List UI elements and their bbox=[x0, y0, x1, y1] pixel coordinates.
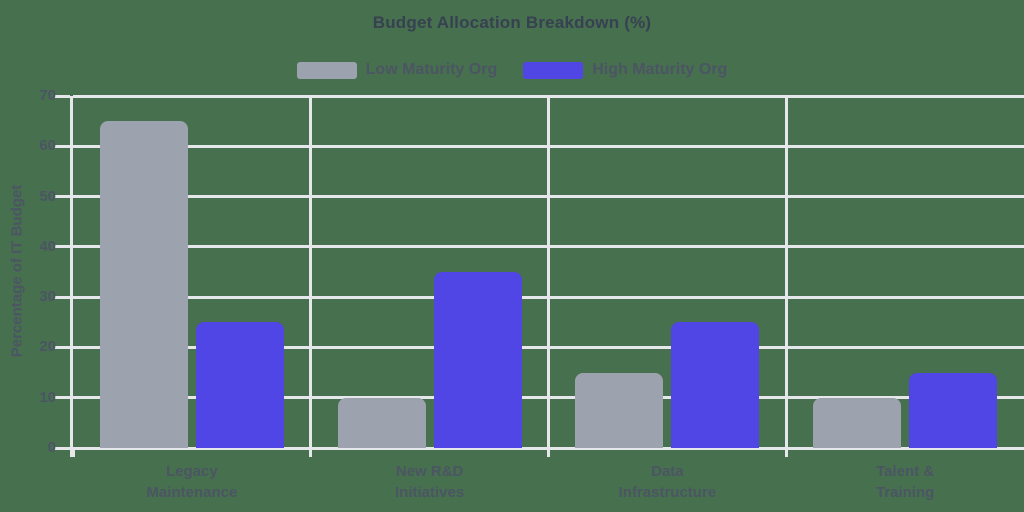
y-axis-tick bbox=[54, 245, 70, 249]
legend-swatch-low-maturity bbox=[296, 61, 357, 79]
x-axis-tick bbox=[784, 448, 788, 457]
chart-title: Budget Allocation Breakdown (%) bbox=[372, 13, 652, 32]
legend-item-high-maturity[interactable]: High Maturity Org bbox=[523, 61, 727, 79]
legend-label: Low Maturity Org bbox=[365, 61, 498, 78]
x-axis-label: New R&D Initiatives bbox=[395, 463, 465, 501]
legend: Low Maturity Org High Maturity Org bbox=[0, 61, 1024, 79]
x-axis-tick bbox=[309, 448, 313, 457]
bar-high-maturity-org-1[interactable] bbox=[195, 322, 284, 448]
y-tick-label: 10 bbox=[39, 388, 56, 406]
category-group-1 bbox=[73, 96, 311, 448]
x-axis-label: Data Infrastructure bbox=[618, 463, 717, 501]
bar-high-maturity-org-3[interactable] bbox=[671, 322, 760, 448]
y-tick-label: 60 bbox=[39, 137, 56, 155]
x-axis-label: Talent & Training bbox=[875, 463, 935, 501]
x-axis-tick bbox=[547, 448, 550, 457]
gridline-vertical bbox=[309, 96, 313, 448]
bar-high-maturity-org-2[interactable] bbox=[433, 272, 522, 448]
gridline-vertical bbox=[547, 96, 550, 448]
y-axis-tick bbox=[54, 446, 70, 450]
bar-low-maturity-org-4[interactable] bbox=[813, 397, 902, 448]
bar-low-maturity-org-2[interactable] bbox=[337, 397, 426, 448]
y-tick-label: 70 bbox=[39, 87, 56, 104]
y-tick-label: 50 bbox=[39, 187, 56, 205]
x-axis-labels: Legacy Maintenance New R&D Initiatives Dat… bbox=[73, 461, 1024, 503]
plot-area bbox=[54, 94, 1024, 457]
gridline-vertical bbox=[784, 96, 788, 448]
bars-container bbox=[73, 96, 1024, 448]
y-tick-label: 40 bbox=[39, 237, 56, 255]
y-axis-tick bbox=[54, 195, 70, 199]
category-group-4 bbox=[786, 96, 1024, 448]
legend-label: High Maturity Org bbox=[592, 61, 728, 78]
y-tick-label: 0 bbox=[47, 439, 56, 456]
category-group-2 bbox=[311, 96, 549, 448]
x-axis-tick bbox=[71, 448, 75, 457]
y-axis-line bbox=[70, 96, 73, 457]
bar-high-maturity-org-4[interactable] bbox=[909, 372, 998, 448]
y-axis-title: Percentage of IT Budget bbox=[8, 184, 26, 358]
legend-swatch-high-maturity bbox=[523, 61, 584, 79]
y-axis-tick bbox=[54, 295, 70, 299]
y-axis-tick bbox=[54, 396, 70, 400]
legend-item-low-maturity[interactable]: Low Maturity Org bbox=[296, 61, 498, 79]
category-group-3 bbox=[549, 96, 787, 448]
bar-low-maturity-org-3[interactable] bbox=[575, 372, 664, 448]
y-axis-tick bbox=[54, 345, 70, 349]
y-tick-label: 20 bbox=[39, 338, 56, 356]
bar-low-maturity-org-1[interactable] bbox=[99, 121, 188, 448]
y-axis-tick bbox=[54, 94, 70, 98]
y-axis-tick bbox=[54, 144, 70, 148]
x-axis-label: Legacy Maintenance bbox=[146, 463, 238, 501]
y-tick-label: 30 bbox=[39, 288, 56, 306]
